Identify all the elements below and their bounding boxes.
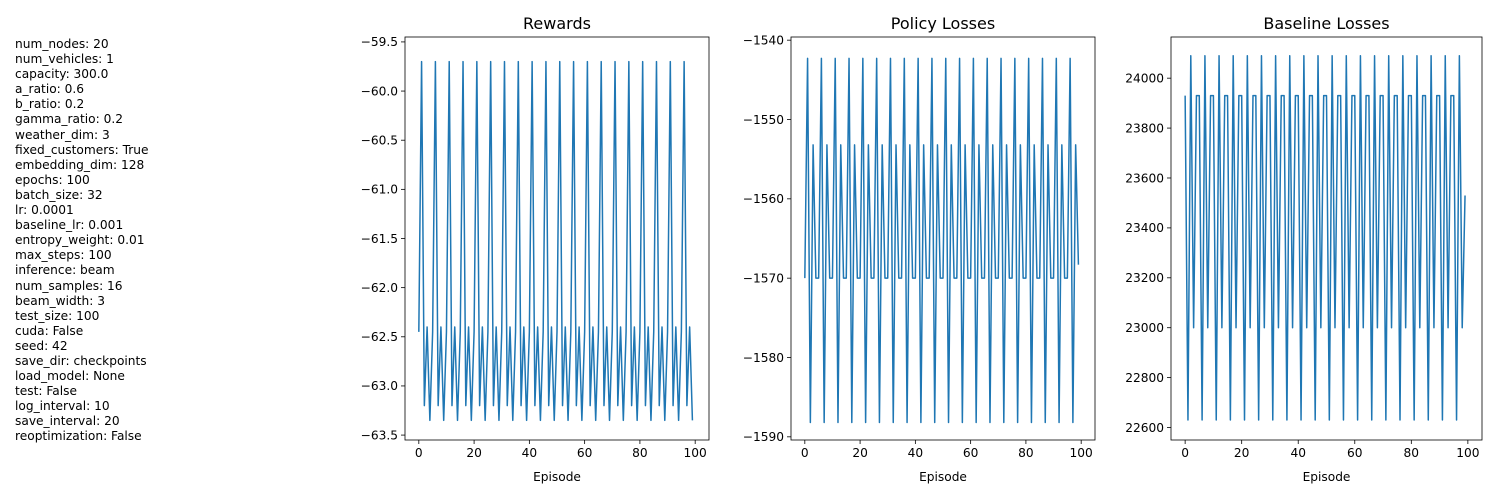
param-item: max_steps: 100 xyxy=(15,248,112,263)
x-tick-label: 40 xyxy=(1290,446,1306,460)
x-tick-label: 80 xyxy=(1018,446,1034,460)
y-tick-label: −1590 xyxy=(743,430,784,444)
y-tick-label: −1580 xyxy=(743,351,784,365)
y-tick-label: −1570 xyxy=(743,271,784,285)
chart-rewards: Rewards 0 20 40 60 80 100 −59.5 −60.0 −60.5 −61.0 −… xyxy=(361,14,710,484)
x-tick-label: 80 xyxy=(632,446,648,460)
series-line xyxy=(418,60,694,422)
x-tick-label: 20 xyxy=(466,446,482,460)
param-item: b_ratio: 0.2 xyxy=(15,97,85,112)
y-tick-label: −59.5 xyxy=(361,35,398,49)
hyperparameter-list: num_nodes: 20 num_vehicles: 1 capacity: 30… xyxy=(15,37,148,445)
param-item: test: False xyxy=(15,384,77,399)
param-item: save_interval: 20 xyxy=(15,414,120,429)
param-item: lr: 0.0001 xyxy=(15,203,74,218)
x-tick-label: 60 xyxy=(577,446,593,460)
series-line xyxy=(804,57,1080,424)
param-item: num_samples: 16 xyxy=(15,278,123,293)
param-item: reoptimization: False xyxy=(15,429,142,444)
param-item: num_vehicles: 1 xyxy=(15,52,114,67)
y-tick-label: 23800 xyxy=(1125,121,1164,135)
y-tick-label: 23600 xyxy=(1125,171,1164,185)
x-tick-label: 20 xyxy=(852,446,868,460)
x-axis-label: Episode xyxy=(533,470,581,484)
x-tick-label: 0 xyxy=(1181,446,1189,460)
y-tick-label: −63.5 xyxy=(361,428,398,442)
y-tick-label: 23400 xyxy=(1125,221,1164,235)
param-item: load_model: None xyxy=(15,369,125,384)
param-item: test_size: 100 xyxy=(15,308,100,323)
y-tick-label: 22800 xyxy=(1125,371,1164,385)
param-item: fixed_customers: True xyxy=(15,142,149,157)
param-item: log_interval: 10 xyxy=(15,399,110,414)
chart-title: Rewards xyxy=(523,14,591,33)
param-item: weather_dim: 3 xyxy=(15,127,110,142)
param-item: beam_width: 3 xyxy=(15,293,105,308)
param-item: inference: beam xyxy=(15,263,115,278)
y-tick-label: −1560 xyxy=(743,192,784,206)
y-tick-label: −61.5 xyxy=(361,232,398,246)
y-tick-label: 23200 xyxy=(1125,271,1164,285)
y-tick-label: −61.0 xyxy=(361,183,398,197)
y-tick-label: 24000 xyxy=(1125,71,1164,85)
series-line xyxy=(1184,54,1466,421)
param-item: entropy_weight: 0.01 xyxy=(15,233,145,248)
x-tick-label: 80 xyxy=(1404,446,1420,460)
param-item: cuda: False xyxy=(15,323,84,338)
x-tick-label: 60 xyxy=(1347,446,1363,460)
x-tick-label: 40 xyxy=(908,446,924,460)
x-tick-label: 0 xyxy=(415,446,423,460)
y-tick-label: −60.5 xyxy=(361,134,398,148)
x-tick-label: 100 xyxy=(684,446,707,460)
param-item: a_ratio: 0.6 xyxy=(15,82,85,97)
plot-frame xyxy=(404,36,710,441)
param-item: capacity: 300.0 xyxy=(15,67,109,82)
y-tick-label: 23000 xyxy=(1125,321,1164,335)
y-tick-label: −1550 xyxy=(743,113,784,127)
x-tick-label: 0 xyxy=(801,446,809,460)
param-item: embedding_dim: 128 xyxy=(15,157,145,172)
plot-frame xyxy=(790,36,1096,441)
x-tick-label: 40 xyxy=(522,446,538,460)
y-tick-label: −62.5 xyxy=(361,330,398,344)
chart-baseline-losses: Baseline Losses 0 20 40 60 80 100 22600 22800 230… xyxy=(1125,14,1483,484)
param-item: epochs: 100 xyxy=(15,172,90,187)
x-tick-label: 100 xyxy=(1456,446,1479,460)
x-tick-label: 60 xyxy=(963,446,979,460)
x-tick-label: 100 xyxy=(1070,446,1093,460)
param-item: gamma_ratio: 0.2 xyxy=(15,112,123,127)
chart-title: Baseline Losses xyxy=(1263,14,1389,33)
chart-title: Policy Losses xyxy=(891,14,995,33)
param-item: baseline_lr: 0.001 xyxy=(15,218,124,233)
param-item: save_dir: checkpoints xyxy=(15,353,147,368)
x-axis-label: Episode xyxy=(919,470,967,484)
y-tick-label: −62.0 xyxy=(361,281,398,295)
param-item: seed: 42 xyxy=(15,338,68,353)
x-tick-label: 20 xyxy=(1234,446,1250,460)
param-item: batch_size: 32 xyxy=(15,187,103,202)
y-tick-label: −60.0 xyxy=(361,84,398,98)
y-tick-label: −1540 xyxy=(743,33,784,47)
chart-policy-losses: Policy Losses 0 20 40 60 80 100 −1540 −1550 −1560… xyxy=(743,14,1096,484)
x-axis-label: Episode xyxy=(1303,470,1351,484)
y-tick-label: 22600 xyxy=(1125,421,1164,435)
plot-frame xyxy=(1170,36,1483,441)
param-item: num_nodes: 20 xyxy=(15,37,109,51)
y-tick-label: −63.0 xyxy=(361,379,398,393)
